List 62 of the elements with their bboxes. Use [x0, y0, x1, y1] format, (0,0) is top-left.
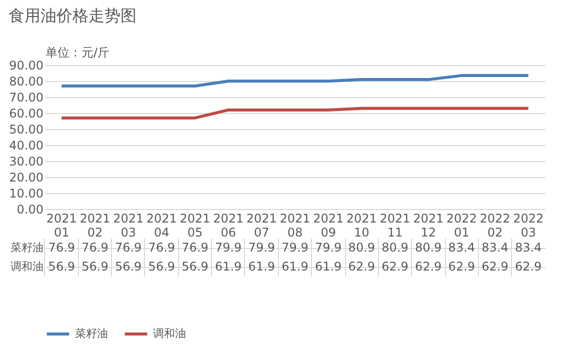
y-tick-label: 70.00	[9, 90, 44, 104]
data-label: 62.9	[448, 260, 476, 274]
data-label: 79.9	[282, 240, 308, 254]
y-tick-label: 80.00	[9, 74, 44, 88]
data-label: 80.9	[414, 240, 442, 254]
x-tick-label: 202105	[180, 212, 210, 240]
x-tick-label: 202106	[213, 212, 244, 240]
data-label: 62.9	[348, 260, 376, 274]
data-label: 83.4	[482, 240, 508, 254]
x-tick-label: 202203	[513, 212, 544, 240]
x-tick-label: 202109	[313, 212, 344, 240]
x-tick-label: 202110	[346, 212, 377, 240]
data-label: 83.4	[448, 240, 476, 254]
y-tick-label: 90.00	[9, 58, 44, 72]
y-tick-label: 10.00	[9, 186, 44, 200]
data-label: 76.9	[82, 240, 108, 254]
x-tick-label: 202202	[480, 212, 510, 240]
text: 调和油	[10, 260, 44, 273]
data-label: 76.9	[182, 240, 208, 254]
data-label: 76.9	[148, 240, 176, 254]
x-tick-label: 202103	[113, 212, 144, 240]
chart-title: 食用油价格走势图	[8, 6, 137, 25]
x-tick-label: 202111	[380, 212, 410, 240]
y-tick-label: 0.00	[16, 202, 44, 216]
data-label: 62.9	[482, 260, 508, 274]
data-label: 62.9	[514, 260, 542, 274]
x-tick-label: 202101	[46, 212, 77, 240]
x-tick-label: 202201	[446, 212, 477, 240]
data-label: 62.9	[414, 260, 442, 274]
text: 菜籽油	[10, 241, 44, 254]
data-label: 79.9	[214, 240, 242, 254]
x-tick-label: 202107	[246, 212, 277, 240]
data-label: 80.9	[382, 240, 408, 254]
x-tick-label: 202112	[413, 212, 444, 240]
data-label: 79.9	[248, 240, 276, 254]
x-tick-label: 202108	[280, 212, 310, 240]
data-label: 56.9	[148, 260, 176, 274]
data-label: 61.9	[248, 260, 276, 274]
data-label: 62.9	[382, 260, 408, 274]
y-tick-label: 30.00	[9, 154, 44, 168]
data-label: 61.9	[214, 260, 242, 274]
line-series	[60, 74, 530, 88]
y-tick-label: 50.00	[9, 122, 44, 136]
data-label: 56.9	[48, 260, 76, 274]
y-axis-title: 单位：元/斤	[46, 46, 110, 60]
data-label: 56.9	[114, 260, 142, 274]
data-label: 83.4	[514, 240, 542, 254]
data-label: 56.9	[182, 260, 208, 274]
data-label: 76.9	[48, 240, 76, 254]
data-label: 80.9	[348, 240, 376, 254]
x-tick-label: 202104	[146, 212, 177, 240]
data-label: 76.9	[114, 240, 142, 254]
data-label: 79.9	[314, 240, 342, 254]
data-label: 61.9	[314, 260, 342, 274]
y-tick-label: 20.00	[9, 170, 44, 184]
data-label: 56.9	[82, 260, 108, 274]
y-tick-label: 60.00	[9, 106, 44, 120]
y-tick-label: 40.00	[9, 138, 44, 152]
legend-label: 调和油	[153, 327, 186, 340]
legend-label: 菜籽油	[75, 327, 108, 340]
x-tick-label: 202102	[80, 212, 110, 240]
data-label: 61.9	[282, 260, 308, 274]
